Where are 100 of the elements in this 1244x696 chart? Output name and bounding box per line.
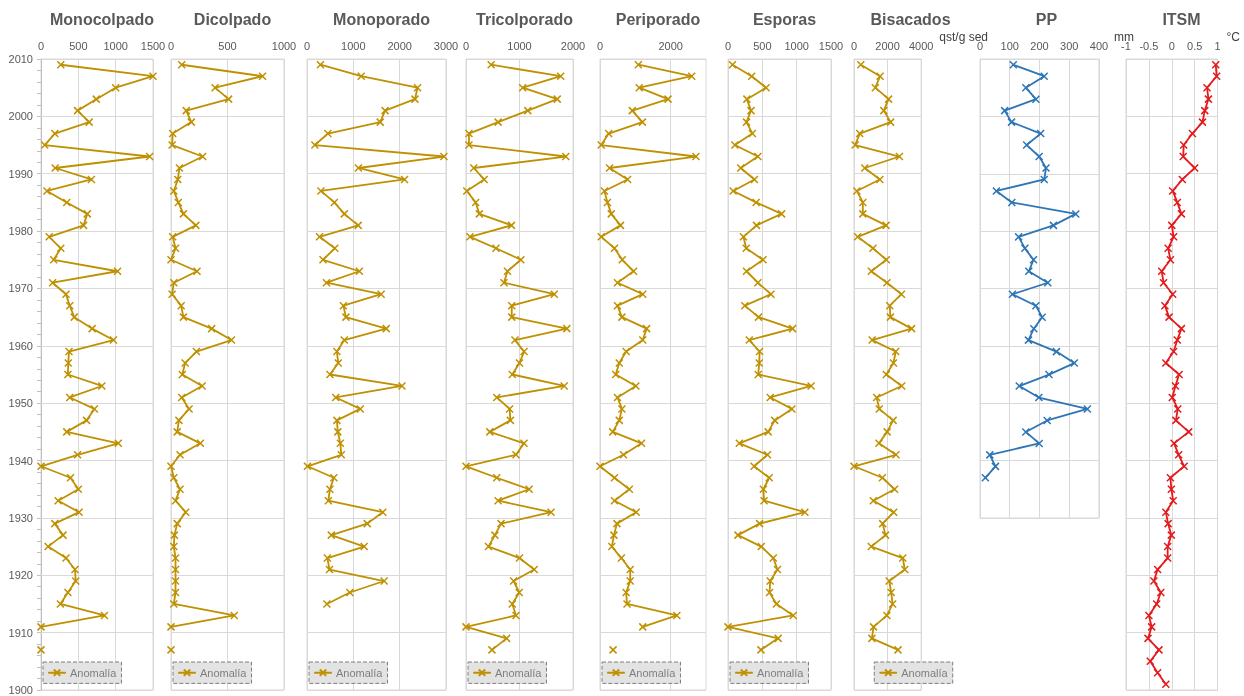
point [755,347,764,356]
x-tick-label: 300 [1060,39,1079,52]
point [1009,60,1018,69]
x-tick-label: 0 [850,39,858,52]
point [612,519,622,528]
point [759,496,769,505]
point [356,71,366,81]
point [753,370,763,379]
point [1052,347,1061,356]
point [170,530,179,540]
point [728,60,737,69]
point [1020,244,1030,253]
point [608,427,617,437]
point [739,232,748,242]
point [1177,324,1186,333]
point [340,335,349,345]
point [637,439,646,448]
point [672,611,682,620]
point [616,221,625,230]
point [1021,427,1031,437]
point [607,209,616,219]
legend-label: Anomalía [336,666,384,679]
point [354,163,363,173]
point [764,473,774,482]
point [897,381,906,391]
point [853,232,862,242]
x-tick-label: 3000 [433,39,459,52]
point [1178,175,1187,184]
point [507,221,516,230]
point [378,507,387,517]
point [596,140,606,150]
point [490,530,500,540]
point [1034,152,1044,161]
point [607,542,617,551]
point [515,358,524,368]
chart-title: ITSM [1162,10,1201,28]
point [172,519,182,528]
x-tick-label: 200 [1030,39,1049,52]
point [561,152,571,161]
point [749,462,759,471]
point [529,565,539,574]
point [331,393,340,402]
point [171,565,180,574]
point [806,381,816,391]
x-tick-label: -0.5 [1139,39,1159,52]
point [1169,439,1179,448]
point [323,129,333,138]
point [508,370,517,379]
point [621,588,631,597]
point [171,244,180,253]
point [322,278,331,287]
point [1169,232,1178,242]
point [1157,267,1166,276]
point [175,163,184,173]
point [1031,94,1041,104]
point [1177,209,1186,219]
point [1153,565,1162,574]
point [523,106,533,115]
point [353,221,363,230]
point [550,289,559,299]
legend-label: Anomalía [629,666,677,679]
point [881,221,891,230]
point [622,599,632,609]
point [742,117,751,127]
point [336,439,345,448]
point [1163,244,1173,253]
point [1149,576,1159,586]
point [1000,106,1009,115]
point [1173,335,1182,345]
point [850,140,860,150]
point [619,450,628,460]
point [1037,312,1047,322]
point [1178,152,1188,161]
point [1153,668,1162,678]
point [610,496,619,505]
point [182,106,191,115]
point [981,473,990,483]
point [379,576,389,586]
x-tick-label: 1500 [818,39,844,52]
point [178,370,187,379]
point [1164,312,1174,322]
x-tick-label: 500 [218,39,237,52]
point [1159,278,1168,287]
point [493,117,503,127]
point [992,186,1001,196]
point [410,94,420,104]
point [325,565,334,574]
point [755,519,764,528]
point [1014,232,1023,242]
point [192,347,201,356]
point [484,542,493,551]
point [736,163,745,173]
point [769,553,778,563]
legend-label: Anomalía [757,666,805,679]
point [524,484,534,494]
point [751,198,761,207]
point [491,244,501,253]
x-tick-label: 2000 [387,39,412,52]
point [323,553,332,563]
point [747,71,756,81]
